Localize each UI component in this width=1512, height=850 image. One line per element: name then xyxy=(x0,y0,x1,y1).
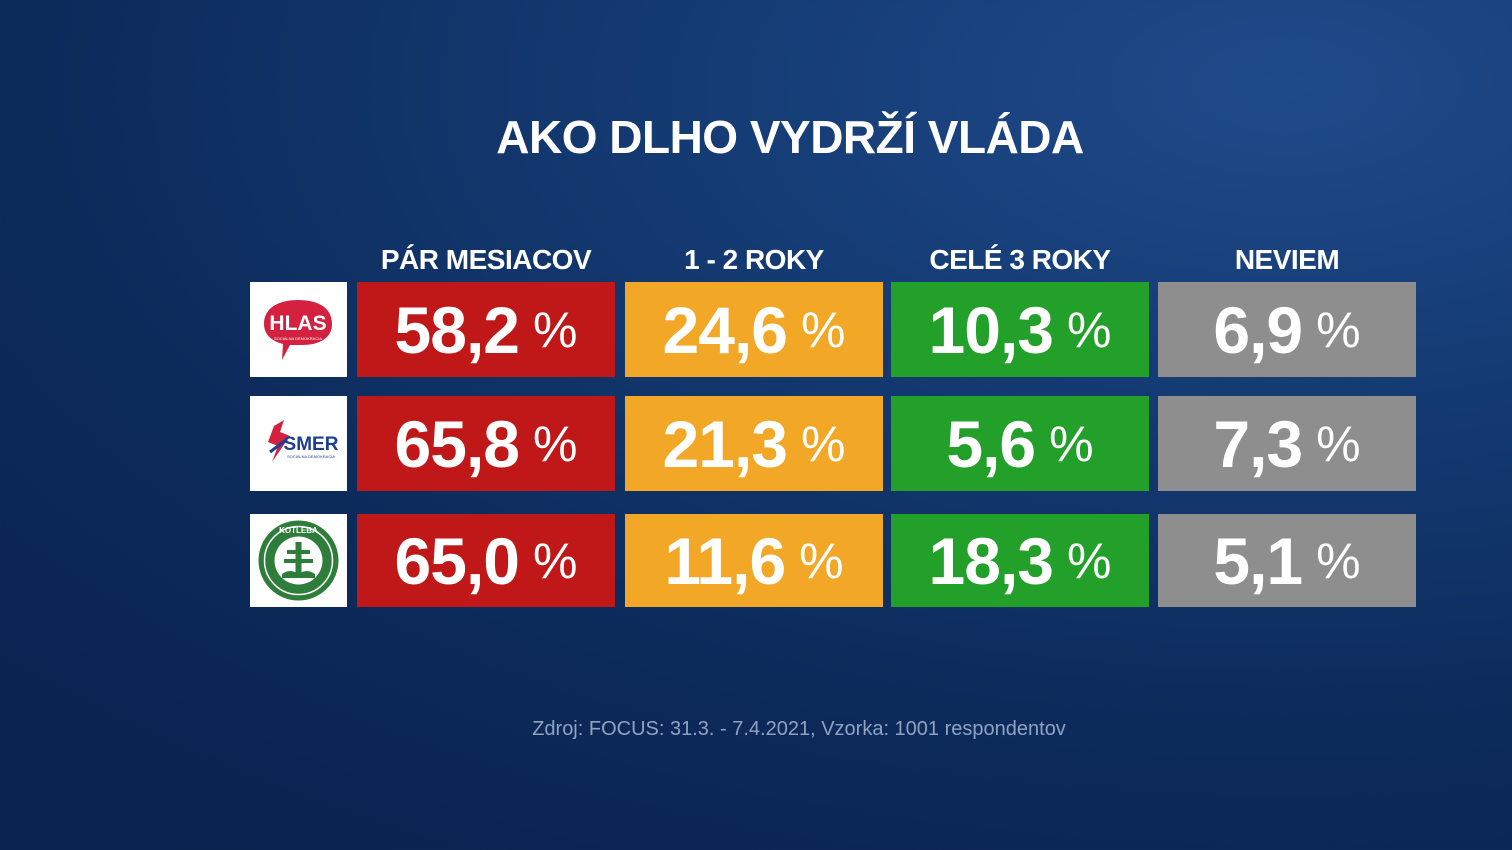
percent-sign: % xyxy=(799,532,844,589)
percent-sign: % xyxy=(533,301,578,358)
percent-sign: % xyxy=(1316,301,1361,358)
cell-smer-neviem: 7,3% xyxy=(1158,396,1416,491)
cell-smer-1-2-roky: 21,3% xyxy=(625,396,883,491)
cell-hlas-par-mesiacov: 58,2% xyxy=(357,282,615,377)
cell-kotleba-neviem: 5,1% xyxy=(1158,514,1416,607)
cell-hlas-neviem: 6,9% xyxy=(1158,282,1416,377)
cell-hlas-cele-3-roky: 10,3% xyxy=(891,282,1149,377)
cell-kotleba-1-2-roky: 11,6% xyxy=(625,514,883,607)
svg-text:SOCIÁLNA DEMOKRACIA: SOCIÁLNA DEMOKRACIA xyxy=(274,336,322,341)
cell-smer-par-mesiacov: 65,8% xyxy=(357,396,615,491)
value-label: 24,6 xyxy=(662,292,788,367)
column-header-1-2-roky: 1 - 2 ROKY xyxy=(684,244,824,275)
column-header-neviem: NEVIEM xyxy=(1234,244,1340,275)
value-label: 11,6 xyxy=(664,523,786,598)
cell-kotleba-par-mesiacov: 65,0% xyxy=(357,514,615,607)
cell-kotleba-cele-3-roky: 18,3% xyxy=(891,514,1149,607)
svg-text:KOTLEBA: KOTLEBA xyxy=(279,526,318,535)
value-label: 10,3 xyxy=(928,292,1054,367)
percent-sign: % xyxy=(1067,532,1112,589)
percent-sign: % xyxy=(1049,415,1094,472)
percent-sign: % xyxy=(1316,532,1361,589)
value-label: 65,8 xyxy=(394,406,520,481)
column-header-par-mesiacov: PÁR MESIACOV xyxy=(380,244,592,275)
cell-hlas-1-2-roky: 24,6% xyxy=(625,282,883,377)
value-label: 5,6 xyxy=(946,406,1036,481)
percent-sign: % xyxy=(1316,415,1361,472)
smer-logo: SMER SOCIÁLNA DEMOKRACIA xyxy=(250,396,347,491)
percent-sign: % xyxy=(533,532,578,589)
value-label: 7,3 xyxy=(1213,406,1303,481)
cell-smer-cele-3-roky: 5,6% xyxy=(891,396,1149,491)
percent-sign: % xyxy=(801,415,846,472)
svg-text:SOCIÁLNA DEMOKRACIA: SOCIÁLNA DEMOKRACIA xyxy=(287,454,335,459)
svg-text:HLAS: HLAS xyxy=(269,312,326,335)
percent-sign: % xyxy=(1067,301,1112,358)
value-label: 58,2 xyxy=(394,292,520,367)
source-note: Zdroj: FOCUS: 31.3. - 7.4.2021, Vzorka: … xyxy=(532,718,1066,740)
column-header-cele-3-roky: CELÉ 3 ROKY xyxy=(929,244,1111,275)
chart-title: AKO DLHO VYDRŽÍ VLÁDA xyxy=(496,111,1084,163)
value-label: 65,0 xyxy=(394,523,520,598)
value-label: 18,3 xyxy=(928,523,1054,598)
kotleba-logo: KOTLEBA xyxy=(250,514,347,607)
percent-sign: % xyxy=(533,415,578,472)
value-label: 21,3 xyxy=(662,406,788,481)
value-label: 5,1 xyxy=(1213,523,1303,598)
hlas-logo: HLAS SOCIÁLNA DEMOKRACIA xyxy=(250,282,347,377)
svg-text:SMER: SMER xyxy=(284,434,339,455)
percent-sign: % xyxy=(801,301,846,358)
value-label: 6,9 xyxy=(1213,292,1303,367)
